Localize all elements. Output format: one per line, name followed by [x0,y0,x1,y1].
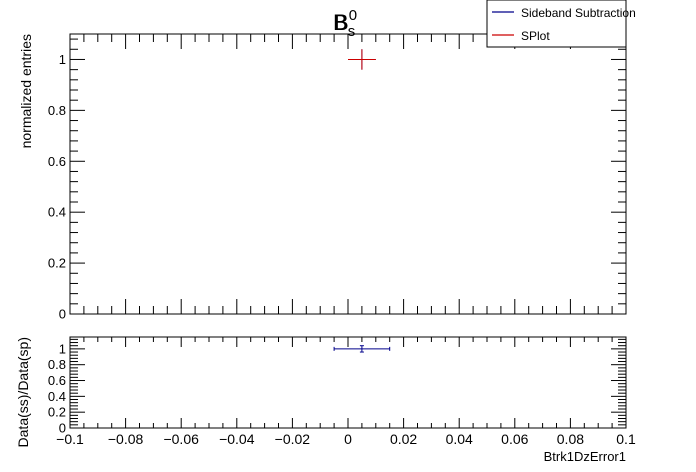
x-tick-label: −0.04 [219,431,255,447]
ratio-frame [69,336,627,429]
main-frame [69,33,627,315]
x-tick-label: 0.08 [557,431,584,447]
y-tick-label: 0 [59,421,66,436]
title-b0: B0 [334,7,357,35]
x-tick-label: −0.06 [163,431,199,447]
y-tick-label: 0 [59,307,66,322]
legend-label-sideband: Sideband Subtraction [521,6,636,20]
x-tick-label: 0.02 [390,431,417,447]
y-tick-label: 0.6 [48,373,66,388]
y-tick-label: 0.4 [48,205,66,220]
main-y-axis-label: normalized entries [18,34,34,148]
legend: Sideband Subtraction SPlot [486,0,636,48]
x-tick-label: 0.1 [616,431,636,447]
x-tick-label: 0.04 [446,431,473,447]
x-axis-label: Btrk1DzError1 [544,449,626,464]
ratio-y-axis-label: Data(ss)/Data(sp) [15,337,31,447]
y-tick-label: 0.8 [48,357,66,372]
x-tick-label: 0.06 [501,431,528,447]
y-tick-label: 1 [59,52,66,67]
main-data-marks [348,49,376,70]
y-tick-label: 0.8 [48,103,66,118]
y-tick-label: 0.2 [48,256,66,271]
y-tick-label: 0.2 [48,405,66,420]
x-tick-label: −0.02 [275,431,311,447]
ratio-ticks [69,337,627,429]
data-point-splot [348,49,376,70]
ratio-x-tick-labels: −0.1 −0.08 −0.06 −0.04 −0.02 0 0.02 0.04 0.06 0.0… [56,431,636,447]
data-point-ratio [333,345,391,353]
y-tick-label: 1 [59,341,66,356]
y-tick-label: 0.4 [48,389,66,404]
ratio-y-tick-labels: 00.20.40.60.81 [48,341,66,435]
plot-title: B0 Bs [333,7,357,40]
legend-box [486,0,627,48]
title-bs: Bs [333,10,355,40]
legend-label-splot: SPlot [521,29,550,43]
main-ticks [69,34,627,315]
x-tick-label: −0.08 [108,431,144,447]
x-tick-label: 0 [344,431,352,447]
x-tick-label: −0.1 [56,431,84,447]
main-y-tick-labels: 0 0.2 0.4 0.6 0.8 1 [48,52,66,322]
ratio-data-marks [333,345,391,353]
y-tick-label: 0.6 [48,154,66,169]
